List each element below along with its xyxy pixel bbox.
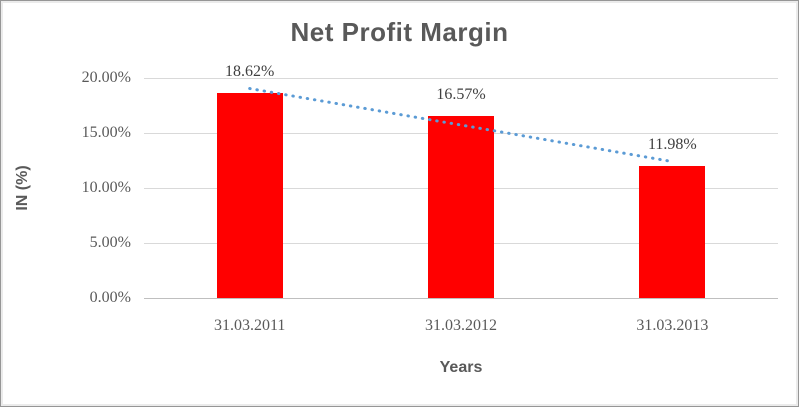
category-label: 31.03.2012 [425,317,497,334]
chart-title: Net Profit Margin [290,17,509,47]
y-tick-label: 10.00% [81,179,131,196]
x-axis-title: Years [439,359,483,376]
gridline [144,78,778,79]
data-label: 11.98% [647,136,697,154]
y-axis-title: IN (%) [14,165,31,211]
bar-31.03.2013 [639,166,706,298]
category-label: 31.03.2013 [636,317,709,334]
bar-31.03.2011 [216,93,283,298]
y-tick-label: 20.00% [81,69,131,86]
data-label: 16.57% [436,85,486,103]
gridline [144,298,778,299]
y-tick-label: 0.00% [89,289,131,306]
y-tick-label: 15.00% [81,124,131,141]
y-tick-label: 5.00% [89,234,131,251]
data-label: 18.62% [224,63,275,81]
category-label: 31.03.2011 [213,317,286,334]
plot-area [144,78,778,299]
bar-31.03.2012 [428,115,494,298]
